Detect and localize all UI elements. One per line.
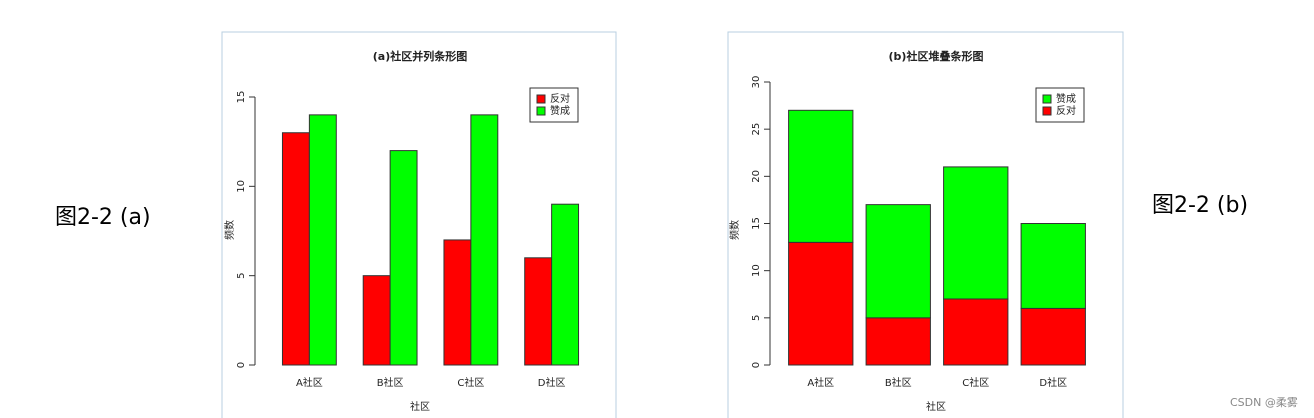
bar [551, 203, 580, 366]
legend-label: 反对 [1056, 104, 1076, 117]
x-tick-label: B社区 [377, 376, 404, 389]
x-tick-label: D社区 [538, 376, 566, 389]
x-tick-label: C社区 [962, 376, 989, 389]
legend-swatch [536, 106, 546, 116]
bar [389, 150, 418, 366]
y-tick-label: 0 [236, 362, 247, 368]
x-tick-label: C社区 [457, 376, 484, 389]
legend-box [529, 87, 579, 123]
legend-label: 反对 [550, 92, 570, 105]
bar-segment [1020, 307, 1086, 366]
bar [362, 275, 391, 366]
bar-segment [943, 166, 1009, 300]
y-tick-label: 30 [751, 76, 762, 89]
bar-segment [788, 241, 854, 366]
x-tick-label: B社区 [885, 376, 912, 389]
x-tick-label: D社区 [1039, 376, 1067, 389]
bar [281, 132, 310, 366]
y-tick-label: 0 [751, 362, 762, 368]
legend-box [1035, 87, 1085, 123]
x-tick-label: A社区 [807, 376, 834, 389]
caption: 图2-2 (a) [55, 205, 151, 230]
legend-swatch [536, 94, 546, 104]
legend-label: 赞成 [1056, 92, 1076, 105]
y-tick-label: 15 [236, 91, 247, 104]
bar [443, 239, 472, 366]
bar-segment [788, 109, 854, 243]
bar-segment [865, 317, 931, 366]
y-tick-label: 15 [751, 217, 762, 230]
legend-swatch [1042, 106, 1052, 116]
y-tick-label: 10 [751, 264, 762, 277]
x-axis-label: 社区 [410, 400, 430, 413]
y-tick-label: 20 [751, 170, 762, 183]
bar-segment [1020, 223, 1086, 309]
chart-title: (a)社区并列条形图 [373, 49, 467, 63]
y-tick-label: 5 [751, 315, 762, 321]
bar-segment [865, 204, 931, 319]
bar-segment [943, 298, 1009, 366]
bar [308, 114, 337, 366]
watermark: CSDN @柔雾 [1230, 396, 1298, 409]
x-axis-label: 社区 [926, 400, 946, 413]
bar [524, 257, 553, 366]
legend-swatch [1042, 94, 1052, 104]
chart-title: (b)社区堆叠条形图 [889, 49, 984, 63]
y-axis-label: 频数 [728, 220, 741, 240]
legend-label: 赞成 [550, 104, 570, 117]
bar [470, 114, 499, 366]
caption: 图2-2 (b) [1152, 193, 1248, 218]
x-tick-label: A社区 [296, 376, 323, 389]
y-tick-label: 25 [751, 123, 762, 136]
y-tick-label: 10 [236, 180, 247, 193]
y-tick-label: 5 [236, 272, 247, 278]
y-axis-label: 频数 [223, 220, 236, 240]
